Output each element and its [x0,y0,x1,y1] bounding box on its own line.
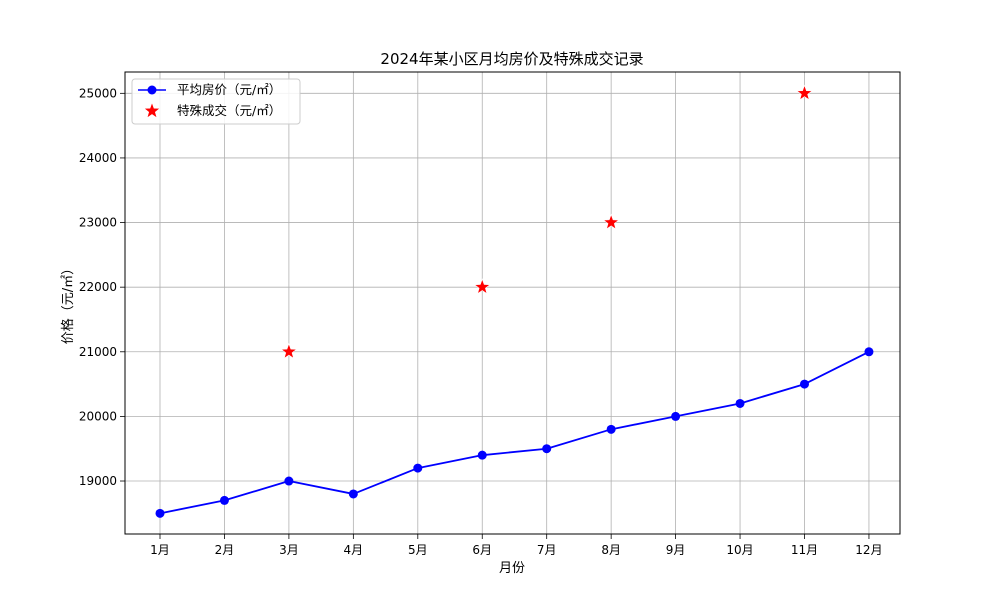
average-price-point [155,508,165,518]
x-tick-label: 9月 [666,543,686,557]
average-price-point [413,463,423,473]
x-tick-label: 1月 [150,543,170,557]
special-deal-point [602,213,620,230]
plot-series [155,84,874,518]
legend-entry-average-price: 平均房价（元/㎡） [177,82,281,97]
y-tick-label: 25000 [79,86,117,100]
y-tick-label: 22000 [79,280,117,294]
x-tick-label: 8月 [601,543,621,557]
average-price-point [542,444,552,454]
x-tick-label: 12月 [855,543,882,557]
average-price-point [735,398,745,408]
legend-circle-marker [147,85,157,95]
x-tick-label: 7月 [537,543,557,557]
x-axis-ticks: 1月 2月 3月 4月 5月 6月 7月 8月 9月 10月 11月 12月 [150,534,883,557]
x-tick-label: 10月 [726,543,753,557]
y-tick-label: 19000 [79,474,117,488]
y-tick-label: 21000 [79,345,117,359]
average-price-point [800,379,809,389]
special-deal-point [473,278,491,295]
legend: 平均房价（元/㎡） 特殊成交（元/㎡） [131,78,301,125]
x-tick-label: 11月 [791,543,818,557]
average-price-point [671,411,681,421]
average-price-line [159,350,870,515]
average-price-point [477,450,487,460]
plot-area-frame [124,71,901,535]
y-tick-label: 23000 [79,216,117,230]
average-price-point [606,424,616,434]
x-tick-label: 5月 [408,543,428,557]
grid-lines [125,72,900,534]
legend-star-marker [144,103,160,118]
y-axis-ticks: 19000 20000 21000 22000 23000 24000 25000 [79,86,125,488]
legend-entry-special-deals: 特殊成交（元/㎡） [177,103,281,118]
chart-title: 2024年某小区月均房价及特殊成交记录 [380,50,643,68]
x-axis-label: 月份 [499,561,525,576]
y-axis-label: 价格（元/㎡） [60,262,76,344]
x-tick-label: 3月 [279,543,299,557]
x-tick-label: 6月 [472,543,492,557]
x-tick-label: 4月 [344,543,364,557]
y-tick-label: 20000 [79,409,117,423]
average-price-point [348,489,358,499]
average-price-point [864,347,874,357]
legend-box [131,78,301,125]
average-price-point [219,495,229,505]
x-tick-label: 2月 [215,543,235,557]
special-deal-point [280,342,298,359]
y-tick-label: 24000 [79,151,117,165]
average-price-point [284,476,294,486]
special-deal-point [796,84,813,101]
